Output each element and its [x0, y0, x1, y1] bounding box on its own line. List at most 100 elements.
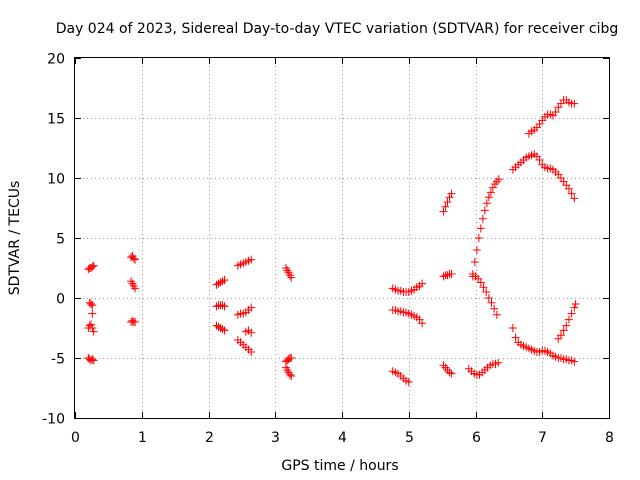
chart-title: Day 024 of 2023, Sidereal Day-to-day VTE… — [56, 21, 619, 37]
y-axis-label: SDTVAR / TECUs — [7, 181, 23, 296]
data-point — [571, 300, 580, 308]
data-point — [131, 255, 140, 264]
data-point — [447, 369, 456, 378]
data-point — [88, 355, 97, 364]
y-tick-label: 0 — [56, 292, 65, 308]
data-segment-8 — [212, 276, 229, 289]
data-point — [404, 378, 413, 386]
data-point — [441, 202, 450, 211]
data-segment-0 — [84, 261, 98, 274]
data-point — [88, 301, 97, 310]
data-series — [84, 96, 580, 386]
data-point — [218, 325, 227, 334]
data-point — [218, 301, 227, 310]
data-point — [494, 175, 503, 184]
data-point — [212, 302, 221, 311]
data-point — [87, 320, 96, 329]
data-point — [89, 327, 98, 336]
data-point — [570, 194, 579, 203]
data-point — [88, 324, 97, 332]
data-point — [88, 262, 97, 271]
y-tick-label: 10 — [47, 172, 65, 188]
data-point — [287, 354, 296, 362]
data-point — [559, 326, 568, 335]
data-segment-5 — [127, 252, 140, 264]
data-point — [474, 234, 483, 242]
data-point — [88, 309, 97, 318]
data-point — [488, 183, 497, 192]
data-point — [482, 288, 491, 296]
x-tick-label: 6 — [472, 430, 481, 446]
data-point — [551, 108, 560, 116]
data-point — [129, 254, 138, 263]
data-point — [476, 224, 485, 233]
data-point — [486, 188, 495, 197]
data-point — [482, 199, 491, 208]
x-tick-label: 4 — [338, 430, 347, 446]
x-tick-label: 8 — [605, 430, 614, 446]
data-point — [418, 279, 427, 288]
data-point — [220, 302, 229, 311]
data-point — [216, 324, 225, 332]
data-point — [287, 372, 296, 380]
y-tick-label: 20 — [47, 52, 65, 68]
data-segment-12 — [233, 303, 256, 319]
data-point — [212, 321, 221, 330]
data-point — [247, 328, 256, 337]
data-point — [508, 324, 517, 332]
grid — [75, 58, 609, 418]
data-point — [87, 300, 96, 308]
data-point — [562, 321, 571, 330]
data-point — [564, 315, 573, 324]
x-tick-label: 5 — [405, 430, 414, 446]
plot-frame — [74, 57, 610, 419]
data-segment-6 — [127, 277, 140, 293]
data-point — [218, 277, 227, 286]
data-segment-21 — [439, 189, 456, 216]
data-point — [247, 303, 256, 312]
data-segment-14 — [241, 326, 256, 337]
data-point — [285, 370, 294, 379]
data-point — [131, 318, 140, 326]
data-point — [564, 184, 573, 193]
data-point — [511, 333, 520, 342]
data-point — [567, 189, 576, 198]
data-point — [490, 304, 499, 313]
data-segment-19 — [388, 306, 427, 328]
data-point — [472, 246, 481, 254]
data-segment-11 — [233, 255, 256, 270]
data-segment-22 — [439, 270, 456, 281]
data-point — [212, 280, 221, 289]
x-tick-label: 3 — [271, 430, 280, 446]
data-point — [478, 214, 487, 223]
data-point — [492, 310, 501, 319]
data-point — [247, 255, 256, 264]
data-point — [214, 279, 223, 288]
data-segment-7 — [127, 316, 140, 326]
data-segment-24 — [464, 358, 503, 379]
data-point — [468, 270, 477, 278]
data-point — [470, 258, 479, 266]
data-segment-23 — [439, 361, 456, 378]
data-segment-10 — [212, 321, 229, 335]
x-tick-label: 1 — [138, 430, 147, 446]
x-tick-label: 2 — [205, 430, 214, 446]
data-point — [484, 193, 493, 202]
data-point — [216, 278, 225, 287]
data-point — [89, 261, 98, 270]
y-tick-label: -10 — [42, 412, 65, 428]
data-point — [476, 278, 485, 287]
x-tick-label: 0 — [71, 430, 80, 446]
data-point — [556, 331, 565, 340]
data-point — [484, 294, 493, 302]
data-segment-30 — [554, 300, 580, 343]
data-segment-1 — [85, 298, 97, 310]
data-point — [570, 303, 579, 312]
data-point — [570, 99, 579, 108]
data-point — [214, 322, 223, 331]
y-tick-label: 5 — [56, 232, 65, 248]
axis-ticks: 0 1 2 3 4 5 6 7 8 -10 -5 0 5 10 15 20 — [42, 52, 614, 447]
data-point — [220, 326, 229, 335]
data-segment-18 — [388, 279, 427, 296]
data-point — [535, 156, 544, 164]
